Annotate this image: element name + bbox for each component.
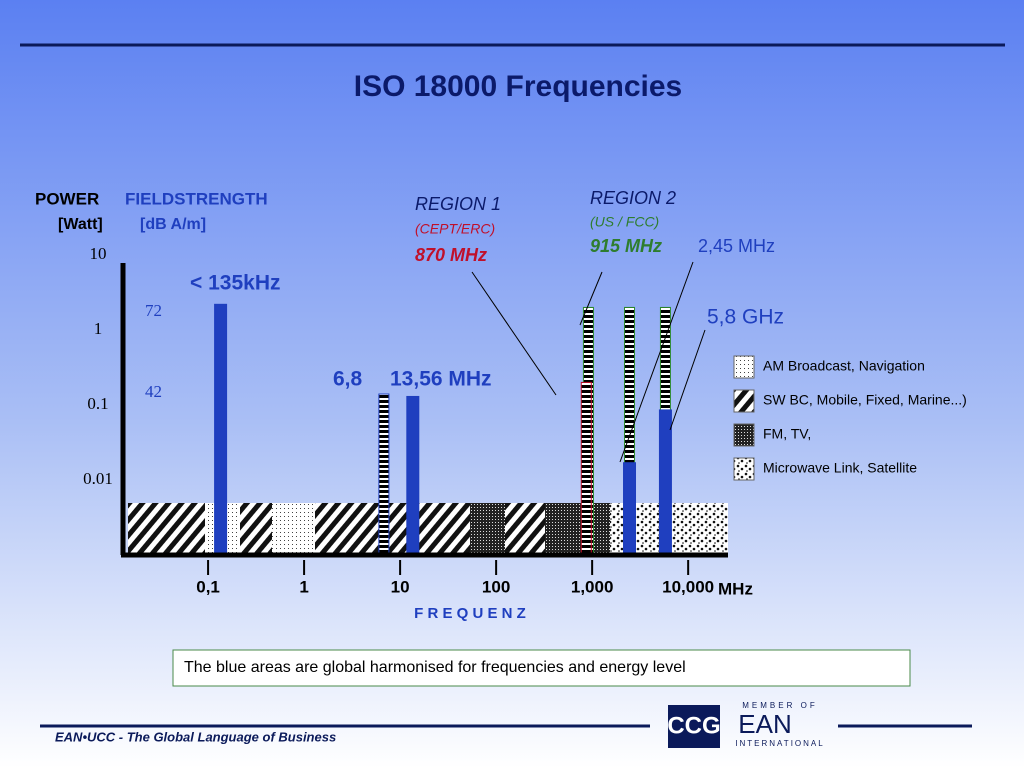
- caption-box: [172, 649, 911, 687]
- legend-label: Microwave Link, Satellite: [763, 460, 917, 476]
- annotation: FIELDSTRENGTH: [125, 189, 268, 208]
- annotation: MHz: [718, 579, 753, 598]
- legend-label: FM, TV,: [763, 426, 811, 442]
- annotation: 5,8 GHz: [707, 306, 784, 329]
- x-tick-label: 1: [299, 577, 308, 596]
- legend-label: AM Broadcast, Navigation: [763, 358, 925, 374]
- y-tick-label: 10: [90, 244, 107, 263]
- annotation: 42: [145, 382, 162, 401]
- leader-lines: [471, 261, 706, 463]
- logo-name: EAN: [738, 709, 791, 739]
- annotation: < 135kHz: [190, 272, 280, 295]
- annotation: POWER: [35, 189, 99, 208]
- chart-title: ISO 18000 Frequencies: [354, 70, 683, 103]
- legend-swatch: [733, 423, 755, 447]
- annotation: (US / FCC): [590, 214, 659, 230]
- annotation: (CEPT/ERC): [415, 221, 495, 237]
- annotation: REGION 2: [590, 188, 676, 208]
- annotation: 2,45 MHz: [698, 236, 775, 256]
- x-tick-label: 1,000: [571, 577, 614, 596]
- x-tick-label: 10: [391, 577, 410, 596]
- bar: [658, 409, 672, 556]
- logo-top: MEMBER OF: [742, 701, 817, 710]
- annotation: 870 MHz: [415, 245, 487, 265]
- bar: [406, 395, 420, 556]
- annotation: REGION 1: [415, 194, 501, 214]
- legend-swatch: [733, 389, 755, 413]
- legend-swatch: [733, 457, 755, 481]
- logo-bottom: INTERNATIONAL: [735, 739, 824, 748]
- y-tick-label: 0.1: [87, 394, 108, 413]
- bar: [378, 393, 390, 556]
- x-tick-label: 10,000: [662, 577, 714, 596]
- bar: [214, 303, 228, 556]
- bar: [580, 381, 592, 556]
- annotation: [Watt]: [58, 216, 103, 233]
- legend-swatch: [733, 355, 755, 379]
- annotation: 72: [145, 301, 162, 320]
- y-tick-label: 0.01: [83, 469, 113, 488]
- footer: EAN•UCC - The Global Language of Busines…: [55, 729, 336, 744]
- annotation: [dB A/m]: [140, 216, 206, 233]
- bar: [623, 462, 637, 556]
- annotation: 13,56 MHz: [390, 368, 492, 391]
- x-tick-label: 0,1: [196, 577, 220, 596]
- y-tick-label: 1: [94, 319, 103, 338]
- logo-box: [668, 705, 720, 748]
- annotation: 6,8: [333, 368, 363, 391]
- logo-mark: CCG: [667, 712, 720, 739]
- x-tick-label: 100: [482, 577, 510, 596]
- legend-label: SW BC, Mobile, Fixed, Marine...): [763, 392, 967, 408]
- caption: The blue areas are global harmonised for…: [184, 659, 686, 676]
- annotation: 915 MHz: [590, 236, 662, 256]
- annotation: F R E Q U E N Z: [414, 605, 526, 622]
